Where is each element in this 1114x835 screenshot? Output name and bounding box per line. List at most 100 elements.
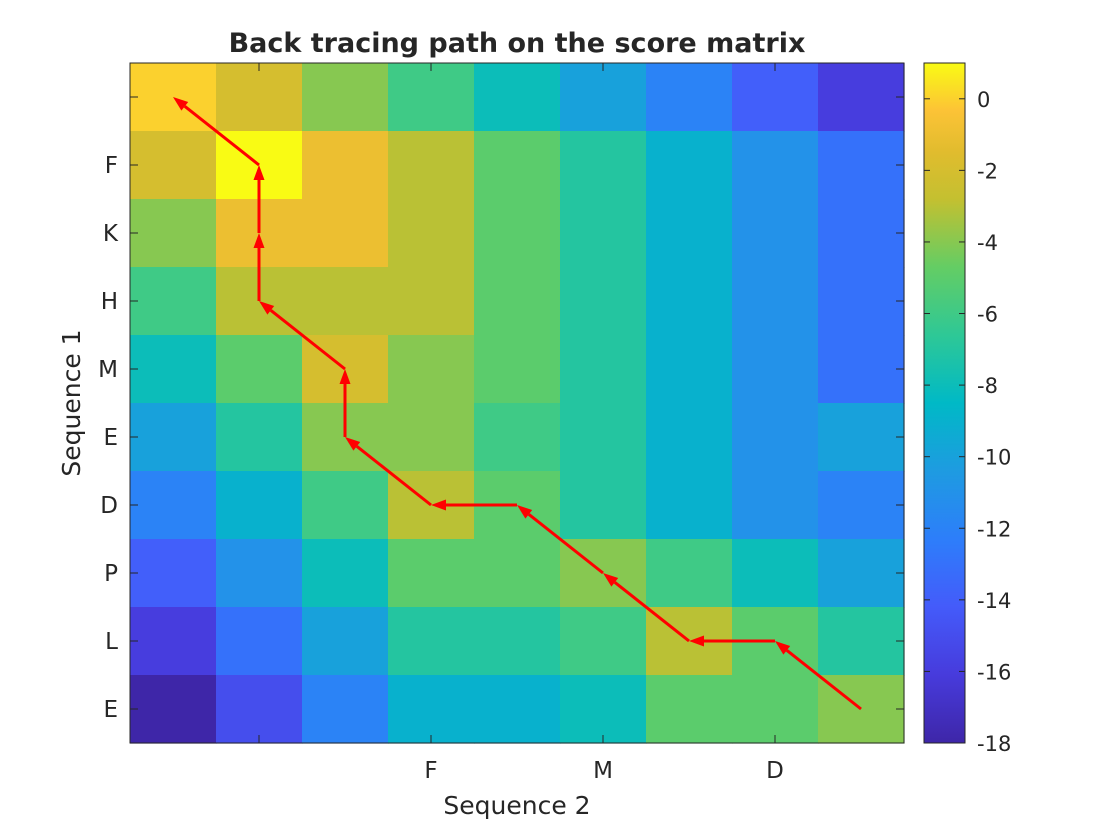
heatmap-cell — [818, 131, 905, 200]
heatmap-cells — [130, 63, 905, 744]
heatmap-cell — [216, 675, 303, 744]
heatmap-cell — [474, 267, 561, 336]
heatmap-cell — [732, 131, 819, 200]
heatmap-cell — [818, 403, 905, 472]
x-tick-label: F — [424, 758, 437, 784]
arrow-shaft — [527, 513, 604, 575]
heatmap-cell — [130, 131, 217, 200]
colorbar-tick-label: -12 — [977, 517, 1011, 541]
heatmap-cell — [130, 471, 217, 540]
y-tick-label: L — [105, 629, 118, 655]
colorbar-tick-label: -18 — [977, 732, 1011, 756]
backtrace-arrow — [339, 369, 351, 437]
backtrace-arrows — [173, 97, 862, 711]
plot-frame — [129, 62, 905, 744]
x-axis-label: Sequence 2 — [443, 791, 590, 820]
heatmap-cell — [302, 63, 389, 132]
heatmap-cell — [474, 199, 561, 268]
colorbar-tick-label: -4 — [977, 231, 998, 255]
heatmap-cell — [388, 539, 475, 608]
heatmap-cell — [646, 63, 733, 132]
colorbar-tick-label: 0 — [977, 88, 990, 112]
heatmap-cell — [560, 131, 647, 200]
heatmap-cell — [560, 403, 647, 472]
arrow-head — [253, 233, 265, 248]
backtrace-arrow — [603, 573, 690, 643]
heatmap-cell — [388, 63, 475, 132]
heatmap-cell — [474, 675, 561, 744]
colorbar-gradient — [924, 63, 965, 743]
chart-title: Back tracing path on the score matrix — [229, 28, 806, 59]
heatmap-cell — [560, 471, 647, 540]
heatmap-cell — [302, 675, 389, 744]
arrow-shaft — [183, 105, 260, 167]
heatmap-cell — [216, 335, 303, 404]
arrow-head — [775, 641, 791, 655]
arrow-head — [431, 499, 446, 511]
colorbar-tick-label: -2 — [977, 159, 998, 183]
backtrace-arrow — [689, 635, 775, 647]
heatmap-cell — [646, 131, 733, 200]
heatmap-cell — [560, 199, 647, 268]
heatmap-cell — [474, 403, 561, 472]
heatmap-cell — [388, 403, 475, 472]
colorbar-tick-label: -6 — [977, 303, 998, 327]
heatmap-cell — [646, 335, 733, 404]
heatmap-cell — [818, 335, 905, 404]
heatmap-cell — [216, 403, 303, 472]
backtrace-arrow — [431, 499, 517, 511]
heatmap-cell — [732, 335, 819, 404]
heatmap-cell — [130, 403, 217, 472]
heatmap-cell — [388, 675, 475, 744]
heatmap-cell — [560, 675, 647, 744]
arrow-shaft — [785, 649, 862, 711]
colorbar-tick-label: -10 — [977, 446, 1011, 470]
backtrace-arrow — [253, 165, 265, 233]
heatmap-cell — [302, 471, 389, 540]
heatmap-cell — [130, 675, 217, 744]
heatmap-cell — [560, 63, 647, 132]
heatmap-cell — [388, 131, 475, 200]
heatmap-cell — [388, 267, 475, 336]
arrow-head — [689, 635, 704, 647]
backtrace-arrow — [253, 233, 265, 301]
heatmap-cell — [130, 335, 217, 404]
heatmap-cell — [646, 403, 733, 472]
y-axis-label: Sequence 1 — [57, 329, 86, 476]
arrow-head — [603, 573, 619, 587]
y-tick-label: P — [104, 561, 118, 587]
y-tick-label: E — [103, 425, 118, 451]
y-tick-label: D — [100, 493, 118, 519]
heatmap-cell — [130, 267, 217, 336]
heatmap-cell — [302, 199, 389, 268]
arrow-head — [253, 165, 265, 180]
heatmap-cell — [646, 471, 733, 540]
heatmap-cell — [216, 471, 303, 540]
heatmap-cell — [732, 539, 819, 608]
heatmap-cell — [388, 335, 475, 404]
heatmap-cell — [474, 607, 561, 676]
x-tick-label: D — [766, 758, 784, 784]
arrow-shaft — [613, 581, 690, 643]
backtrace-arrow — [517, 505, 604, 575]
heatmap-cell — [130, 539, 217, 608]
heatmap-cell — [646, 199, 733, 268]
x-tick-label: M — [593, 758, 613, 784]
y-tick-label: E — [103, 697, 118, 723]
arrow-head — [339, 369, 351, 384]
y-tick-label: M — [98, 357, 118, 383]
arrow-head — [173, 97, 189, 111]
heatmap-cell — [818, 267, 905, 336]
backtrace-arrow — [345, 437, 432, 507]
backtrace-arrow — [775, 641, 862, 711]
heatmap-cell — [732, 471, 819, 540]
heatmap-cell — [302, 539, 389, 608]
heatmap-cell — [388, 199, 475, 268]
heatmap-cell — [818, 607, 905, 676]
heatmap-cell — [818, 539, 905, 608]
heatmap-cell — [216, 539, 303, 608]
colorbar-tick-label: -8 — [977, 374, 998, 398]
heatmap-cell — [732, 63, 819, 132]
heatmap-cell — [130, 199, 217, 268]
